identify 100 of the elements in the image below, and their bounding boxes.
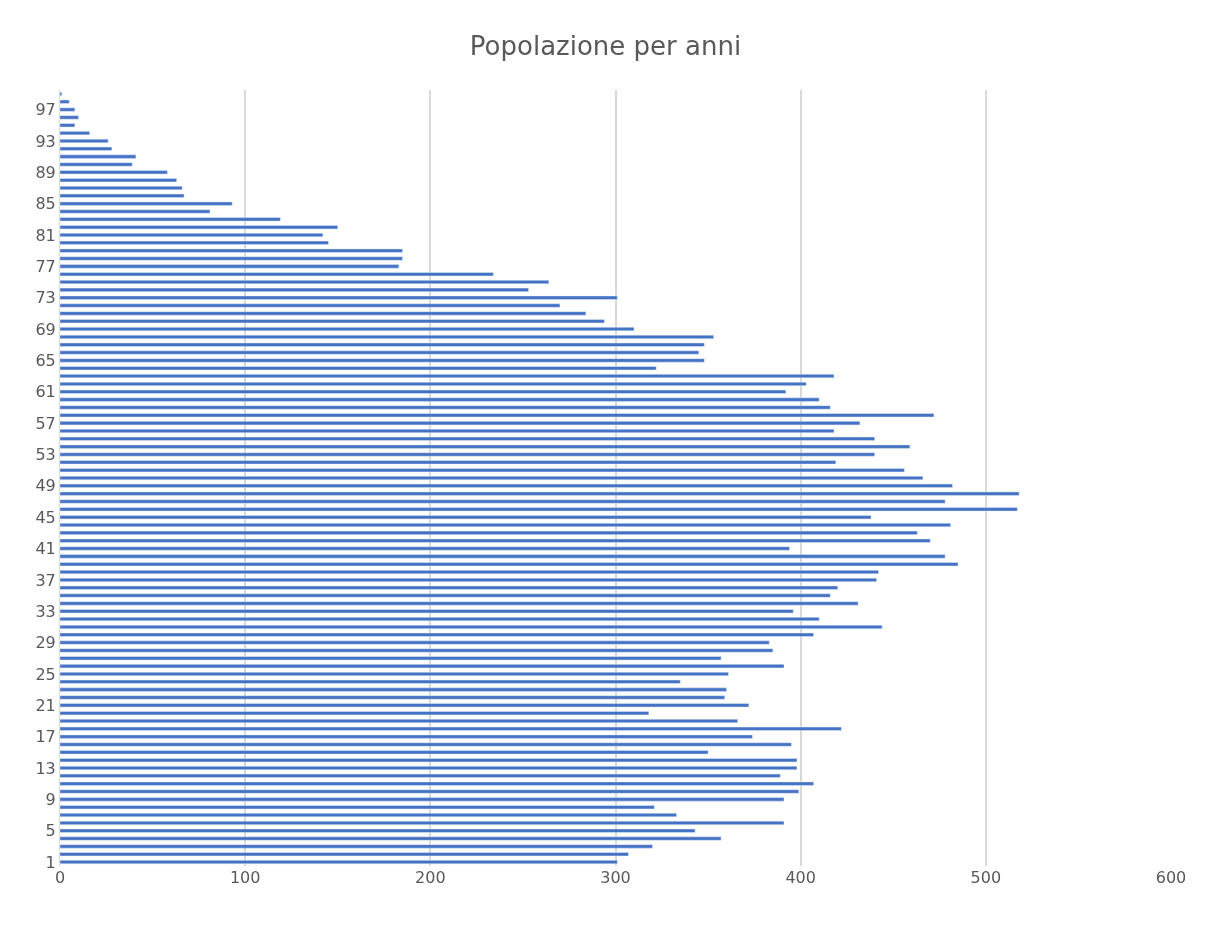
bar [60,617,820,622]
bar [60,491,1020,496]
bar [60,154,137,159]
y-tick-label: 21 [35,695,56,715]
bar [60,805,655,810]
bar [60,507,1018,512]
bar [60,107,76,112]
bar [60,468,905,473]
y-tick-label: 13 [35,758,56,778]
bar [60,797,785,802]
bar [60,201,233,206]
bar [60,217,281,222]
bar [60,358,705,363]
bar [60,570,879,575]
bar [60,287,529,292]
y-tick-label: 61 [35,382,56,402]
bar [60,530,918,535]
y-tick-label: 93 [35,131,56,151]
bar [60,726,842,731]
bar [60,515,872,520]
y-tick-label: 25 [35,664,56,684]
y-tick-label: 85 [35,194,56,214]
x-tick-label: 0 [54,868,66,887]
bar [60,711,650,716]
bar [60,311,587,316]
x-tick-label: 500 [970,868,1002,887]
bar [60,225,338,230]
bar [60,852,629,857]
bar [60,483,953,488]
bar [60,178,177,183]
bar [60,452,875,457]
bar [60,209,211,214]
bar [60,577,877,582]
bar [60,115,79,120]
bar [60,381,807,386]
bar [60,233,324,238]
bar [60,609,794,614]
bar [60,703,750,708]
y-tick-label: 17 [35,727,56,747]
bar [60,687,727,692]
bar [60,648,774,653]
bar [60,248,403,253]
bar [60,640,770,645]
bar [60,789,800,794]
bar [60,413,935,418]
bar [60,585,838,590]
bar [60,820,785,825]
bar [60,562,959,567]
bar [60,162,133,167]
x-tick-label: 100 [229,868,261,887]
bar [60,836,722,841]
bar [60,405,831,410]
y-tick-label: 73 [35,288,56,308]
y-tick-label: 77 [35,256,56,276]
bar [60,428,835,433]
bar [60,295,618,300]
bar [60,131,90,136]
y-tick-label: 97 [35,100,56,120]
chart-title: Popolazione per anni [469,31,742,62]
bar [60,170,168,175]
bar [60,656,722,661]
x-tick-label: 200 [415,868,446,887]
bar [60,601,859,606]
bar [60,280,550,285]
bar [60,444,911,449]
y-tick-label: 81 [35,225,56,245]
bar [60,99,70,104]
bar [60,632,814,637]
y-tick-label: 69 [35,319,56,339]
bar [60,319,605,324]
bar [60,327,635,332]
bar [60,718,738,723]
bar [60,193,185,198]
bar [60,695,725,700]
y-tick-label: 57 [35,413,56,433]
bar [60,421,861,426]
bar [60,813,677,818]
x-tick-label: 400 [785,868,816,887]
bar [60,389,787,394]
bar [60,671,729,676]
bar [60,860,618,865]
bar [60,624,883,629]
y-tick-label: 33 [35,601,56,621]
bar [60,499,946,504]
bar [60,766,798,771]
bar [60,742,792,747]
bar [60,342,705,347]
y-tick-label: 5 [45,821,56,841]
bar [60,374,835,379]
y-tick-label: 49 [35,476,56,496]
bar [60,123,76,128]
bar [60,138,109,143]
y-tick-label: 41 [35,539,56,559]
bar [60,256,403,261]
bar [60,272,494,277]
bar [60,750,709,755]
bar [60,593,831,598]
y-tick-label: 53 [35,445,56,465]
y-tick-label: 65 [35,351,56,371]
bar [60,460,837,465]
